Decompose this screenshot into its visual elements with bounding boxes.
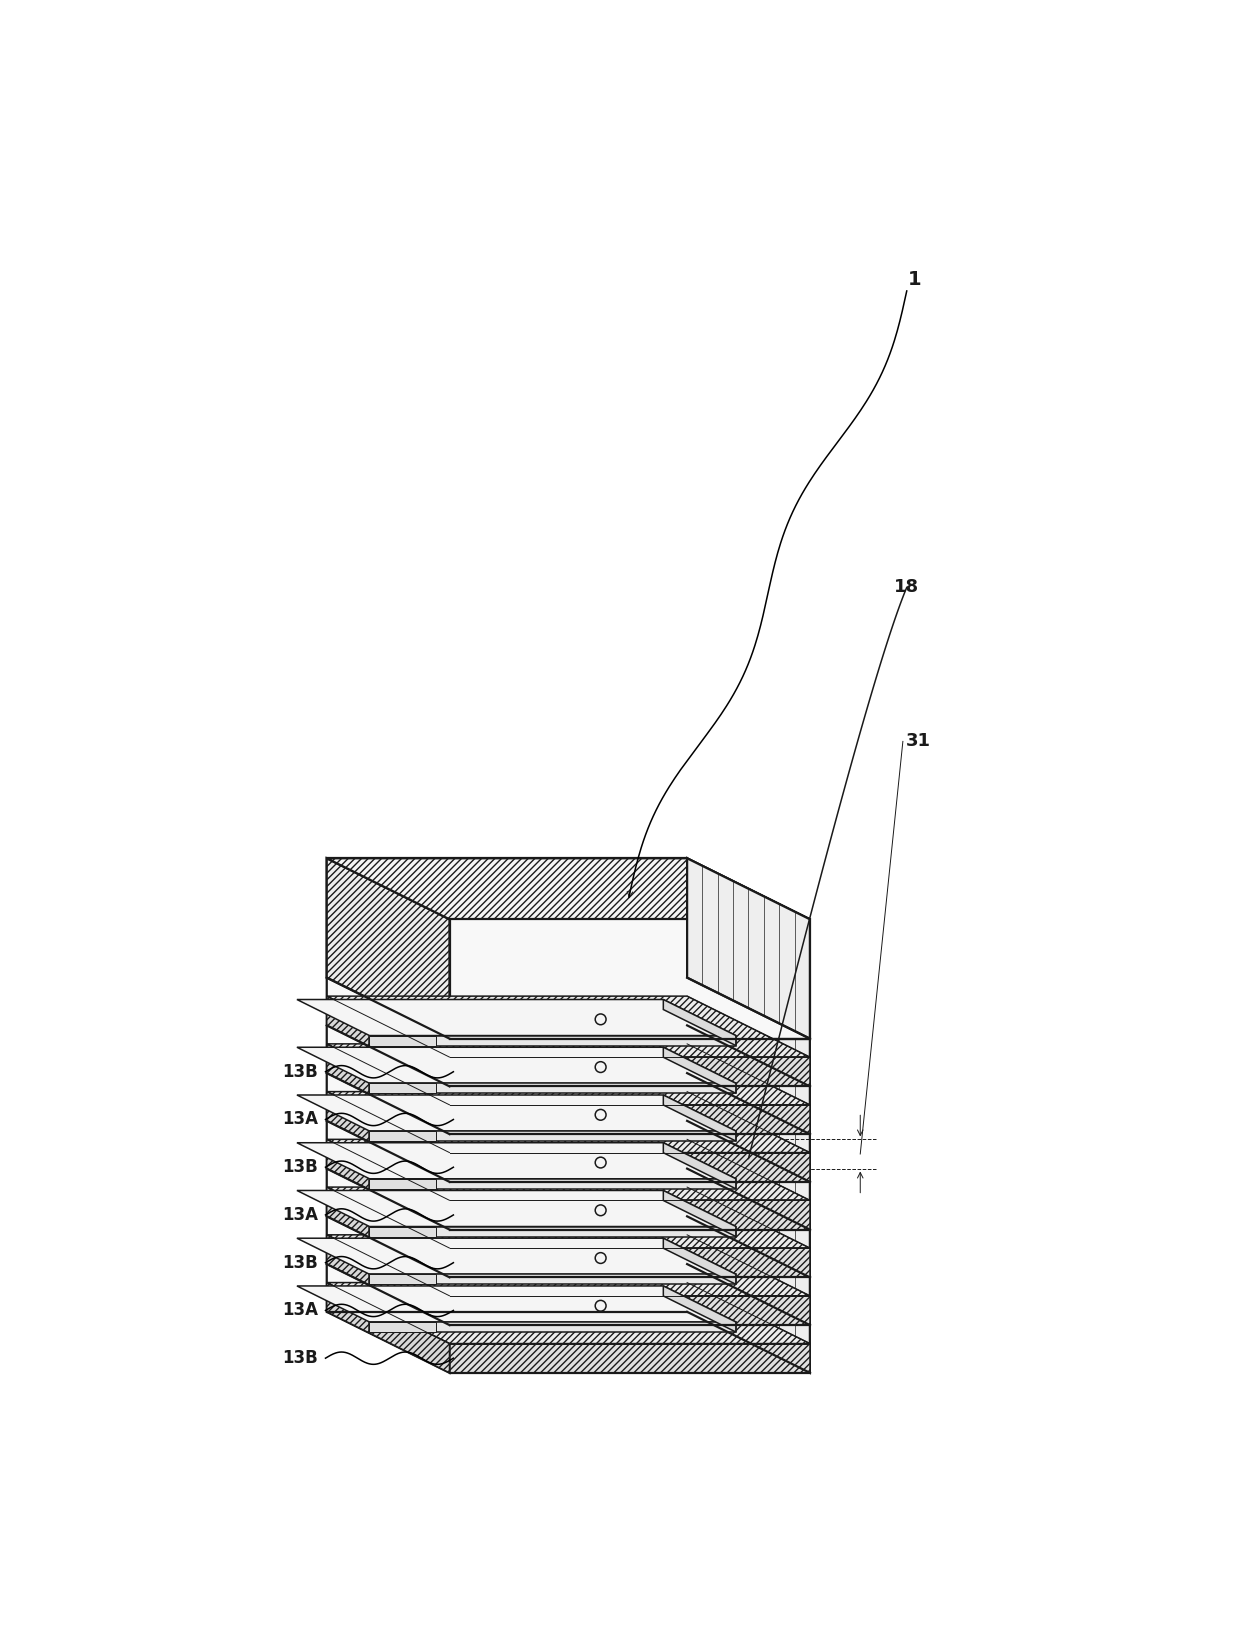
Polygon shape: [296, 1047, 735, 1083]
Polygon shape: [296, 1238, 735, 1274]
Polygon shape: [663, 1238, 735, 1284]
Polygon shape: [663, 1285, 735, 1333]
Text: 13A: 13A: [281, 1205, 317, 1223]
Text: 13B: 13B: [281, 1349, 317, 1367]
Text: 31: 31: [906, 733, 931, 751]
Polygon shape: [327, 995, 449, 1087]
Polygon shape: [370, 1274, 435, 1284]
Polygon shape: [296, 1000, 735, 1036]
Polygon shape: [327, 858, 449, 1373]
Polygon shape: [327, 1235, 810, 1295]
Polygon shape: [296, 1142, 735, 1179]
Polygon shape: [327, 995, 810, 1057]
Polygon shape: [370, 1179, 435, 1189]
Polygon shape: [370, 1131, 435, 1140]
Polygon shape: [327, 858, 687, 977]
Polygon shape: [370, 1227, 435, 1236]
Polygon shape: [370, 1323, 435, 1333]
Polygon shape: [687, 858, 810, 1373]
Polygon shape: [327, 1139, 449, 1230]
Polygon shape: [449, 1153, 810, 1183]
Polygon shape: [370, 1036, 435, 1046]
Polygon shape: [449, 1201, 810, 1230]
Polygon shape: [327, 1091, 810, 1153]
Polygon shape: [449, 1344, 810, 1373]
Polygon shape: [327, 1235, 449, 1324]
Polygon shape: [370, 1036, 735, 1046]
Polygon shape: [687, 858, 810, 1039]
Text: 13A: 13A: [281, 1302, 317, 1319]
Polygon shape: [370, 1323, 735, 1333]
Polygon shape: [327, 1091, 449, 1183]
Polygon shape: [296, 1095, 735, 1131]
Text: 18: 18: [894, 578, 919, 596]
Polygon shape: [449, 919, 810, 1039]
Text: 13B: 13B: [281, 1062, 317, 1080]
Polygon shape: [370, 1179, 735, 1189]
Polygon shape: [370, 1274, 735, 1284]
Text: 13A: 13A: [281, 1111, 317, 1129]
Polygon shape: [327, 1188, 449, 1277]
Polygon shape: [449, 1295, 810, 1324]
Polygon shape: [370, 1131, 735, 1140]
Polygon shape: [449, 1057, 810, 1087]
Polygon shape: [663, 1142, 735, 1189]
Polygon shape: [663, 1191, 735, 1236]
Polygon shape: [327, 1044, 449, 1134]
Polygon shape: [663, 1000, 735, 1046]
Polygon shape: [663, 1047, 735, 1093]
Polygon shape: [663, 1095, 735, 1140]
Polygon shape: [296, 1191, 735, 1227]
Polygon shape: [370, 1083, 435, 1093]
Polygon shape: [327, 1282, 810, 1344]
Text: 1: 1: [908, 270, 921, 288]
Polygon shape: [296, 1285, 735, 1323]
Polygon shape: [327, 1282, 449, 1373]
Text: 13B: 13B: [281, 1158, 317, 1176]
Polygon shape: [449, 1248, 810, 1277]
Polygon shape: [370, 1227, 735, 1236]
Polygon shape: [327, 858, 810, 919]
Polygon shape: [449, 1104, 810, 1134]
Polygon shape: [370, 1083, 735, 1093]
Polygon shape: [327, 858, 449, 1039]
Text: 13B: 13B: [281, 1254, 317, 1272]
Polygon shape: [327, 1188, 810, 1248]
Polygon shape: [327, 1139, 810, 1201]
Polygon shape: [327, 1044, 810, 1104]
